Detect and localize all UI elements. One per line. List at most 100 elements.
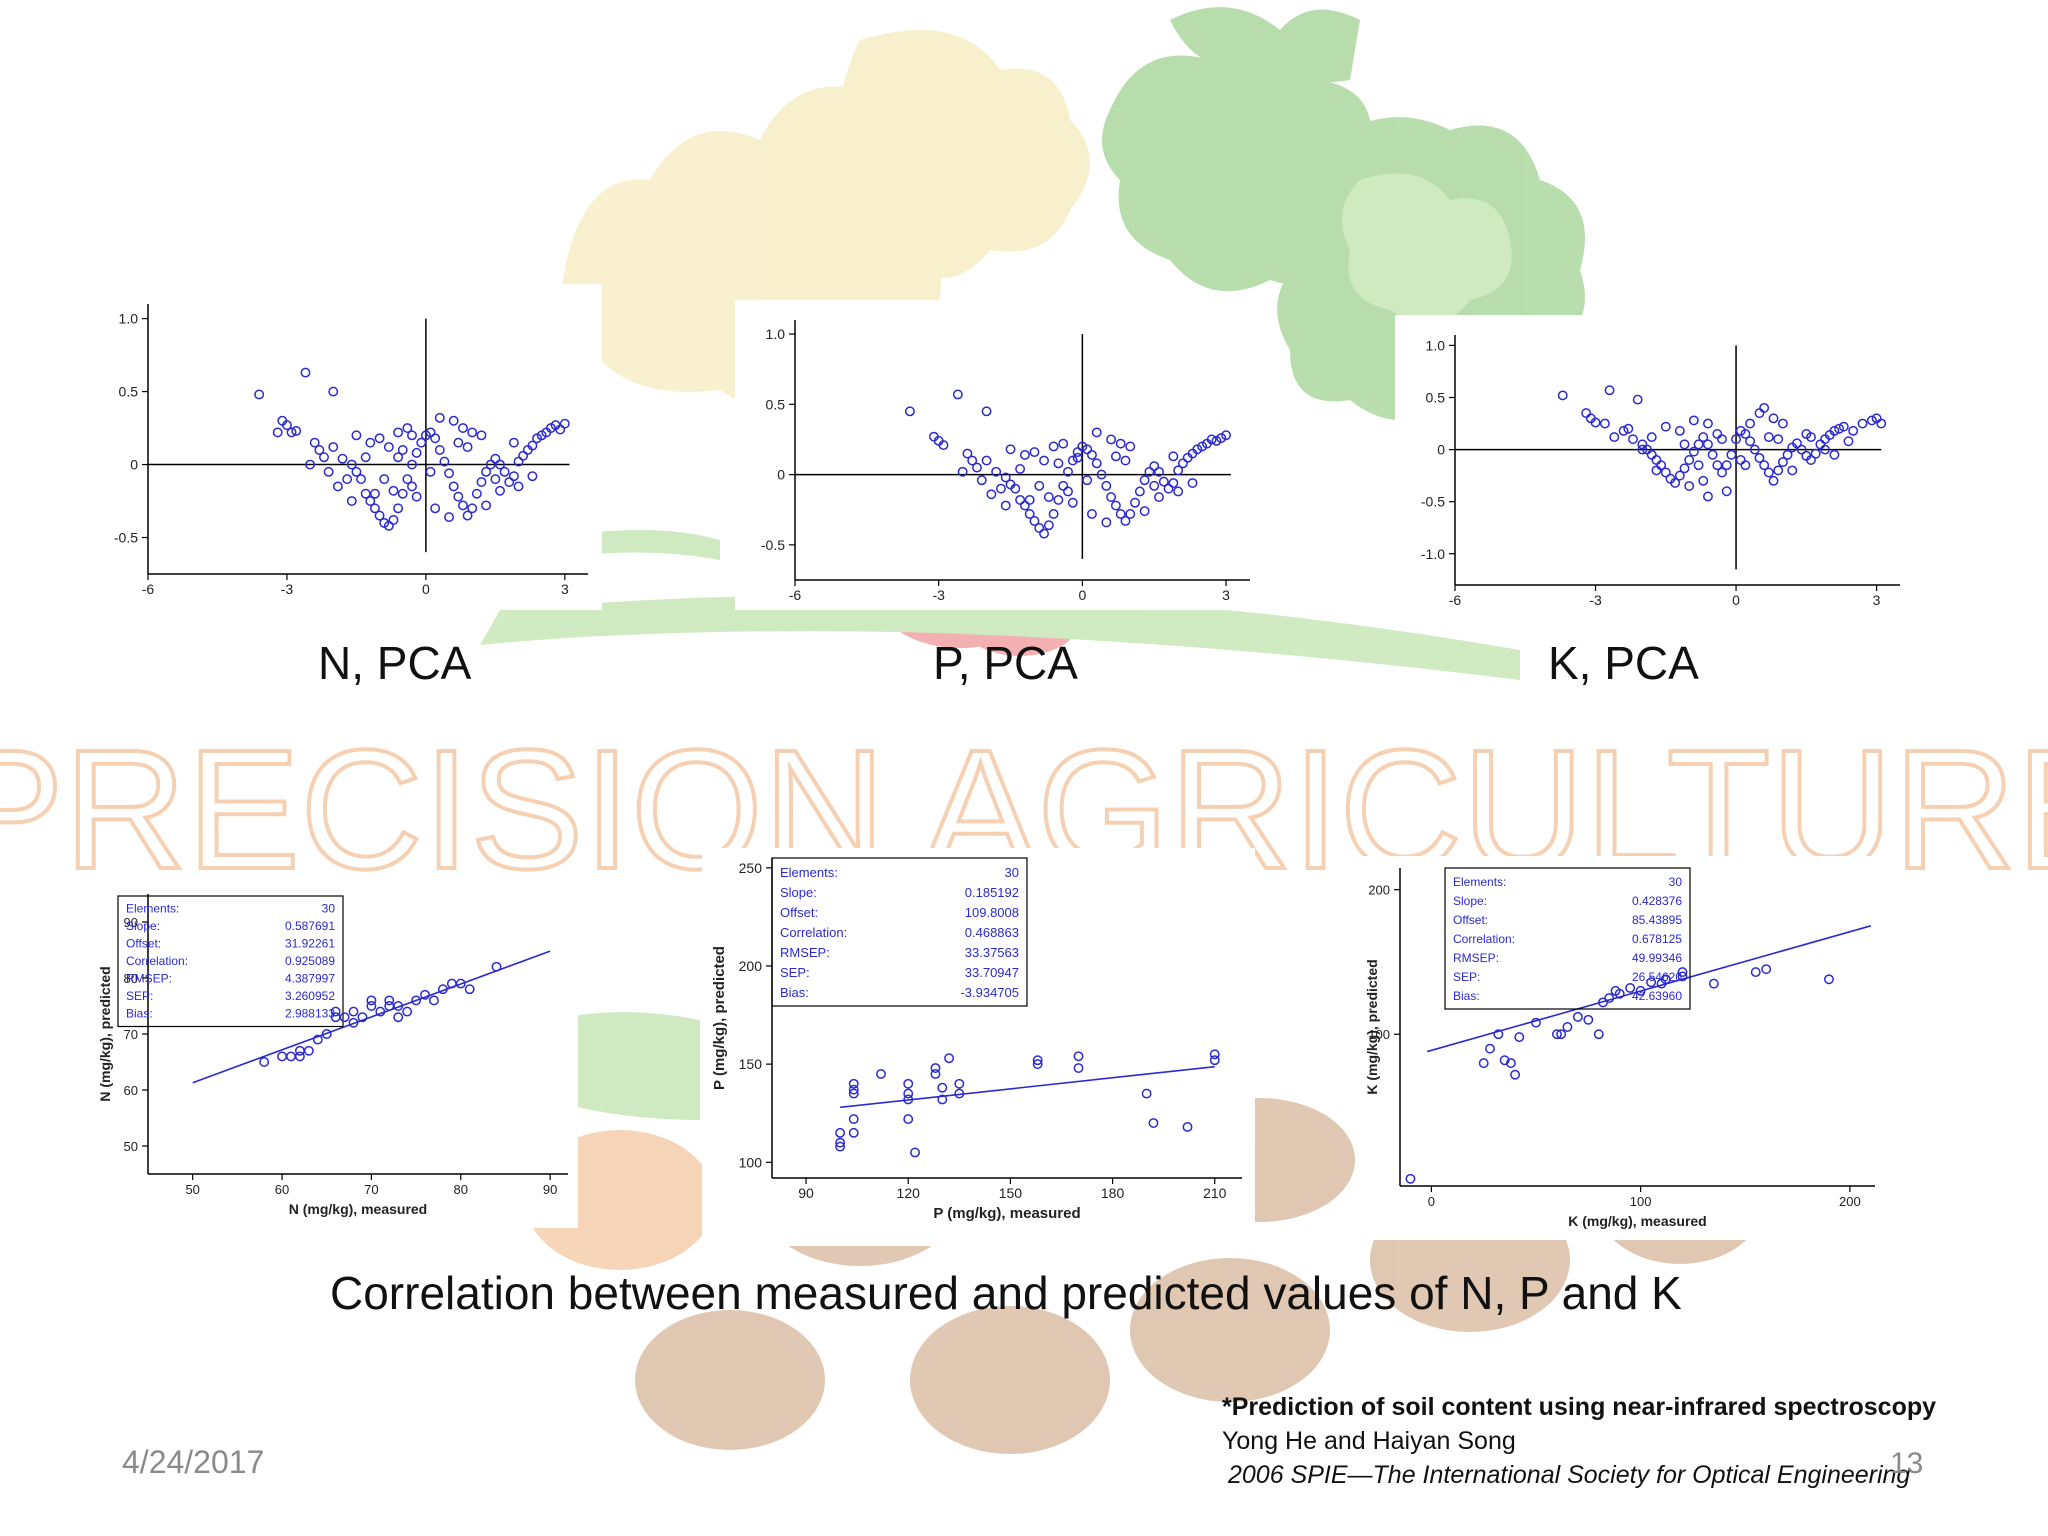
- x-tick-label: 0: [1078, 587, 1086, 603]
- x-tick-label: 150: [999, 1185, 1023, 1201]
- data-point: [495, 485, 505, 496]
- data-point: [1824, 974, 1834, 985]
- stats-value: 31.92261: [285, 937, 335, 951]
- data-point: [259, 1057, 270, 1067]
- data-point: [1684, 481, 1695, 491]
- data-point: [339, 1012, 350, 1023]
- data-point: [1754, 452, 1765, 463]
- data-point: [439, 456, 450, 467]
- data-point: [330, 1006, 341, 1017]
- data-point: [903, 1078, 914, 1089]
- data-point: [1635, 985, 1646, 996]
- x-tick-label: 80: [454, 1182, 468, 1197]
- data-point: [407, 481, 417, 492]
- data-point: [1768, 413, 1779, 424]
- stats-label: SEP:: [780, 965, 810, 980]
- data-point: [1740, 460, 1751, 471]
- data-point: [903, 1094, 914, 1105]
- y-tick-label: 0: [130, 457, 138, 473]
- data-point: [1614, 988, 1625, 999]
- x-tick-label: -6: [142, 581, 155, 597]
- slide-date: 4/24/2017: [122, 1444, 265, 1480]
- stats-value: 4.387997: [285, 972, 335, 986]
- data-point: [1125, 508, 1136, 519]
- data-point: [1029, 516, 1040, 526]
- data-point: [314, 444, 325, 455]
- data-point: [504, 477, 515, 488]
- data-point: [1149, 461, 1160, 472]
- data-point: [1674, 470, 1685, 481]
- data-point: [904, 406, 915, 417]
- stats-label: RMSEP:: [780, 945, 830, 960]
- y-tick-label: 200: [739, 958, 763, 974]
- data-point: [495, 459, 505, 470]
- data-point: [490, 453, 501, 464]
- data-point: [937, 1082, 948, 1093]
- data-point: [1777, 457, 1788, 468]
- data-point: [366, 995, 377, 1006]
- x-tick-label: 0: [1732, 592, 1740, 608]
- data-point: [319, 452, 329, 463]
- data-point: [1158, 476, 1169, 487]
- caption-correlation: Correlation between measured and predict…: [330, 1267, 1682, 1319]
- data-point: [848, 1078, 859, 1089]
- y-tick-label: 200: [1368, 883, 1390, 898]
- data-point: [1197, 441, 1208, 452]
- data-point: [944, 1053, 955, 1064]
- data-point: [1034, 523, 1045, 533]
- data-point: [991, 466, 1002, 477]
- data-point: [1702, 491, 1713, 502]
- data-point: [434, 444, 445, 455]
- data-point: [1651, 465, 1662, 476]
- data-point: [1154, 492, 1164, 503]
- data-point: [1209, 1049, 1220, 1060]
- data-point: [1749, 444, 1760, 455]
- data-point: [342, 474, 353, 485]
- data-point: [1019, 449, 1030, 460]
- stats-label: Bias:: [780, 985, 809, 1000]
- x-tick-label: 3: [561, 581, 569, 597]
- data-point: [356, 474, 367, 485]
- stats-value: 109.8008: [965, 905, 1019, 920]
- data-point: [1024, 508, 1035, 519]
- data-point: [1707, 449, 1718, 460]
- x-tick-label: 3: [1222, 587, 1230, 603]
- data-point: [457, 500, 468, 511]
- stats-value: 42.63960: [1632, 989, 1682, 1003]
- stats-value: 33.37563: [965, 945, 1019, 960]
- data-point: [1000, 500, 1011, 511]
- data-point: [369, 488, 380, 499]
- data-point: [1514, 1032, 1525, 1043]
- data-point: [1773, 434, 1784, 445]
- data-point: [1211, 435, 1222, 446]
- data-point: [1000, 472, 1011, 483]
- data-point: [346, 496, 357, 506]
- data-point: [954, 1088, 965, 1099]
- data-point: [384, 995, 395, 1006]
- data-point: [1048, 508, 1059, 519]
- x-tick-label: 3: [1873, 592, 1881, 608]
- data-point: [1063, 486, 1073, 497]
- data-point: [835, 1127, 846, 1138]
- data-point: [848, 1114, 859, 1125]
- data-point: [1572, 1011, 1583, 1022]
- data-point: [1660, 421, 1671, 432]
- data-point: [1032, 1055, 1043, 1066]
- data-point: [434, 412, 445, 423]
- data-point: [1581, 408, 1592, 419]
- y-tick-label: 100: [1368, 1027, 1390, 1042]
- data-point: [1684, 455, 1695, 465]
- data-point: [930, 1063, 941, 1074]
- x-tick-label: -6: [1449, 592, 1462, 608]
- data-point: [1163, 483, 1174, 494]
- data-point: [995, 483, 1006, 494]
- data-point: [1810, 448, 1821, 459]
- data-point: [1556, 1029, 1567, 1040]
- y-tick-label: 250: [739, 860, 763, 876]
- reference-authors: Yong He and Haiyan Song: [1222, 1427, 1516, 1455]
- x-tick-label: -3: [932, 587, 945, 603]
- data-point: [300, 367, 311, 378]
- regression-line: [192, 950, 551, 1084]
- data-point: [430, 433, 441, 444]
- data-point: [476, 430, 487, 441]
